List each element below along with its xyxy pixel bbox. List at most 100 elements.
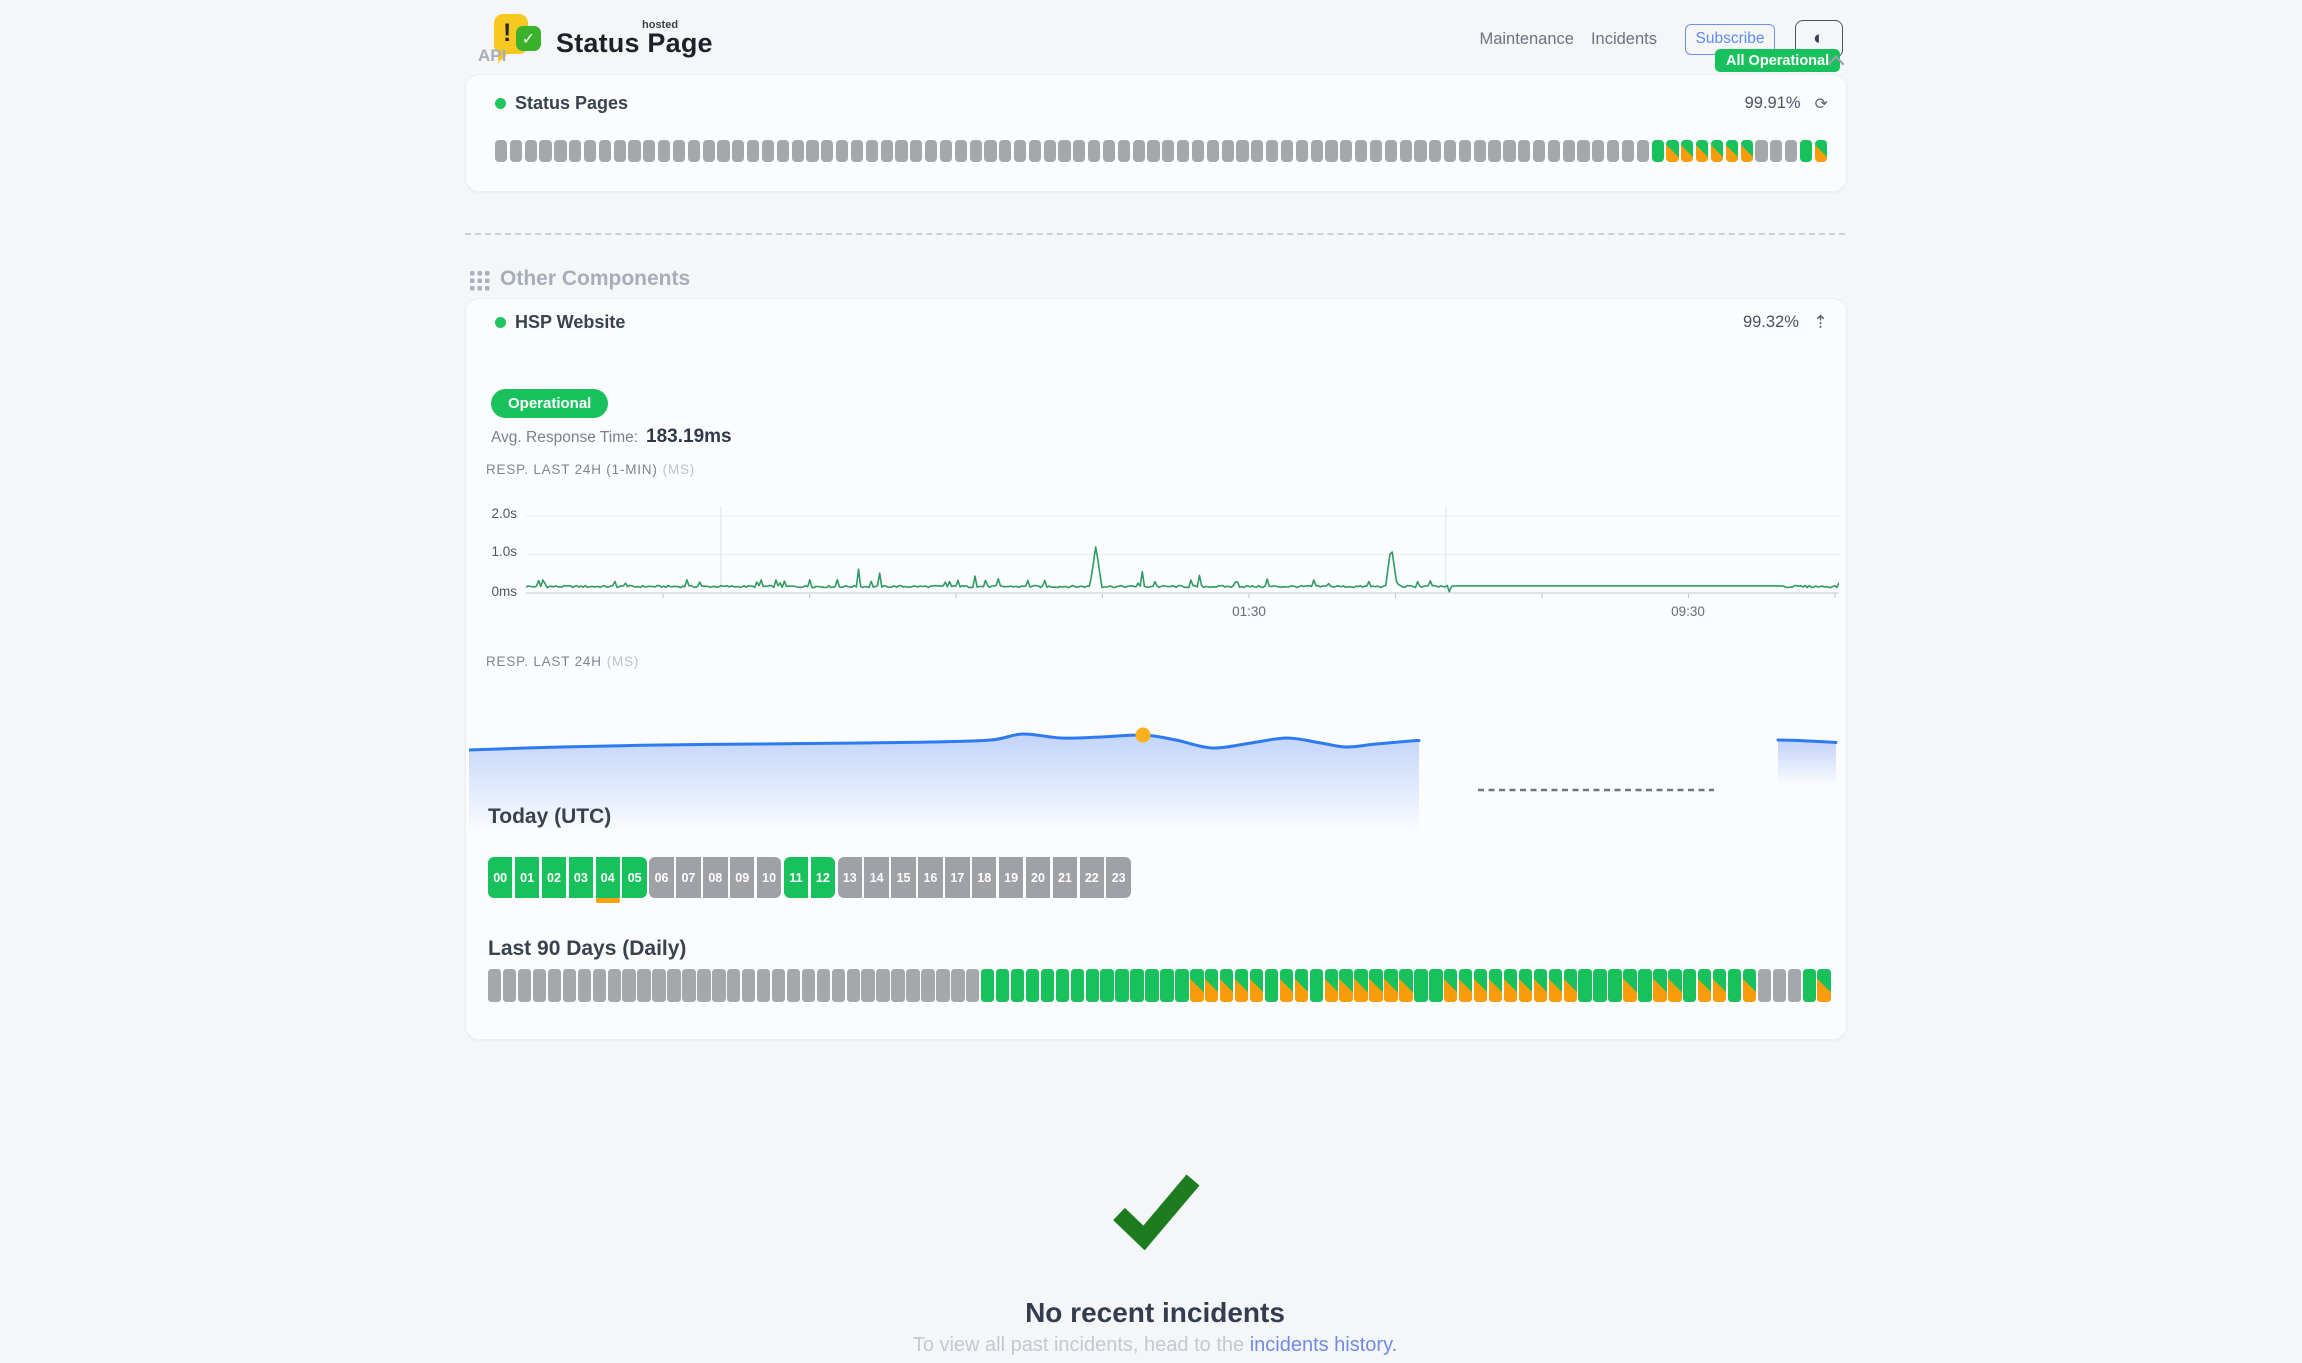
x-tick-0930: 09:30 — [1671, 604, 1705, 619]
operational-dot-icon — [495, 317, 506, 328]
hour-block-16: 16 — [918, 857, 943, 898]
collapse-arrow-icon[interactable]: ⇡ — [1812, 312, 1828, 332]
hour-block-01: 01 — [514, 857, 540, 898]
uptime-bar-gray — [906, 969, 920, 1002]
uptime-bar-gray — [791, 140, 804, 162]
uptime-bar-gray — [687, 140, 700, 162]
uptime-bar-gray — [1206, 140, 1219, 162]
incidents-history-link[interactable]: incidents history. — [1249, 1334, 1398, 1356]
uptime-bar-gray — [936, 969, 950, 1002]
uptime-bar-gray — [891, 969, 905, 1002]
big-check-icon — [1113, 1174, 1200, 1250]
uptime-bar-gray — [495, 140, 508, 162]
uptime-bar-split — [1548, 969, 1562, 1002]
uptime-bar-split — [1205, 969, 1219, 1002]
status-badge[interactable]: All Operational — [1715, 49, 1841, 72]
other-components-title: Other Components — [500, 267, 691, 290]
uptime-bar-gray — [939, 140, 953, 162]
hour-block-12: 12 — [810, 857, 836, 898]
section-divider — [465, 233, 1845, 235]
uptime-bar-gray — [727, 969, 741, 1002]
uptime-bar-green — [1683, 969, 1697, 1002]
uptime-bar-split — [1279, 969, 1294, 1002]
uptime-bar-split — [1814, 140, 1827, 162]
uptime-bar-gray — [598, 140, 611, 162]
operational-status-badge: Operational — [491, 389, 609, 418]
uptime-bar-split — [1668, 969, 1682, 1002]
uptime-bar-gray — [880, 140, 893, 162]
uptime-bar-gray — [895, 140, 908, 162]
today-hour-blocks: 00 01 02 03 04 05 06 07 08 09 10 11 12 13 14 15 16 17 18 19… — [488, 857, 1131, 903]
chevron-up-icon[interactable] — [1827, 54, 1845, 66]
avg-response-row: Avg. Response Time: 183.19ms — [491, 426, 732, 448]
nav-maintenance[interactable]: Maintenance — [1479, 29, 1574, 48]
uptime-bar-gray — [1369, 140, 1383, 162]
uptime-bar-split — [1653, 969, 1667, 1002]
logo-superscript: hosted — [642, 19, 679, 31]
uptime-bar-green — [1608, 969, 1622, 1002]
uptime-bar-green — [1175, 969, 1189, 1002]
hsp-website-card: HSP Website 99.32% ⇡ Operational Avg. Re… — [465, 298, 1847, 1040]
uptime-bar-green — [1100, 969, 1114, 1002]
uptime-bar-gray — [509, 140, 523, 162]
x-tick-0130: 01:30 — [1232, 604, 1266, 619]
uptime-bar-gray — [577, 969, 592, 1002]
uptime-bar-split — [1503, 969, 1518, 1002]
uptime-bar-green — [1130, 969, 1144, 1002]
uptime-bar-split — [1666, 140, 1679, 162]
uptime-bar-gray — [1340, 140, 1353, 162]
uptime-percentage: 99.91% — [1744, 94, 1801, 112]
uptime-bar-gray — [1770, 140, 1783, 162]
uptime-bar-split — [1354, 969, 1368, 1002]
uptime-bar-gray — [554, 140, 567, 162]
uptime-bar-gray — [702, 140, 715, 162]
uptime-bar-split — [1473, 969, 1488, 1002]
uptime-bar-split — [1697, 969, 1712, 1002]
uptime-bar-gray — [1757, 969, 1772, 1002]
uptime-bar-gray — [910, 140, 923, 162]
hour-block-09: 09 — [730, 857, 755, 898]
uptime-bar-gray — [1785, 140, 1798, 162]
uptime-bar-gray — [1162, 140, 1175, 162]
uptime-bar-gray — [1177, 140, 1190, 162]
uptime-bar-gray — [562, 969, 577, 1002]
uptime-bar-gray — [1310, 140, 1323, 162]
today-utc-title: Today (UTC) — [488, 805, 612, 828]
uptime-bar-green — [1799, 140, 1813, 162]
uptime-bar-gray — [547, 969, 562, 1002]
uptime-bar-gray — [682, 969, 696, 1002]
component-row-status-pages: Status Pages 99.91% ⟳ — [495, 93, 1828, 114]
uptime-bar-green — [1055, 969, 1070, 1002]
uptime-bar-gray — [637, 969, 651, 1002]
uptime-bar-split — [1234, 969, 1249, 1002]
hour-block-10: 10 — [756, 857, 782, 898]
uptime-bar-split — [1219, 969, 1234, 1002]
uptime-bar-gray — [861, 969, 875, 1002]
uptime-bar-gray — [771, 969, 786, 1002]
logo-check-icon: ✓ — [516, 26, 541, 51]
refresh-icon[interactable]: ⟳ — [1814, 95, 1828, 113]
uptime-bar-split — [1712, 969, 1727, 1002]
hour-block-19: 19 — [998, 857, 1024, 898]
uptime-bar-gray — [1772, 969, 1787, 1002]
nav-incidents[interactable]: Incidents — [1590, 29, 1657, 48]
uptime-bar-gray — [613, 140, 626, 162]
uptime-bar-gray — [1621, 140, 1635, 162]
hour-block-14: 14 — [864, 857, 889, 898]
uptime-bar-green — [995, 969, 1010, 1002]
uptime-bar-gray — [1518, 140, 1531, 162]
uptime-bar-split — [1458, 969, 1473, 1002]
uptime-bar-split — [1710, 140, 1724, 162]
uptime-bar-gray — [1473, 140, 1486, 162]
uptime-bar-green — [980, 969, 995, 1002]
hour-block-20: 20 — [1025, 857, 1051, 898]
uptime-bar-gray — [776, 140, 789, 162]
uptime-bar-gray — [732, 140, 745, 162]
uptime-bar-gray — [1117, 140, 1130, 162]
hour-block-18: 18 — [972, 857, 997, 898]
uptime-bar-split — [1190, 969, 1204, 1002]
hour-block-02: 02 — [541, 857, 567, 898]
hour-block-23: 23 — [1106, 857, 1131, 898]
hour-block-13: 13 — [837, 857, 862, 898]
